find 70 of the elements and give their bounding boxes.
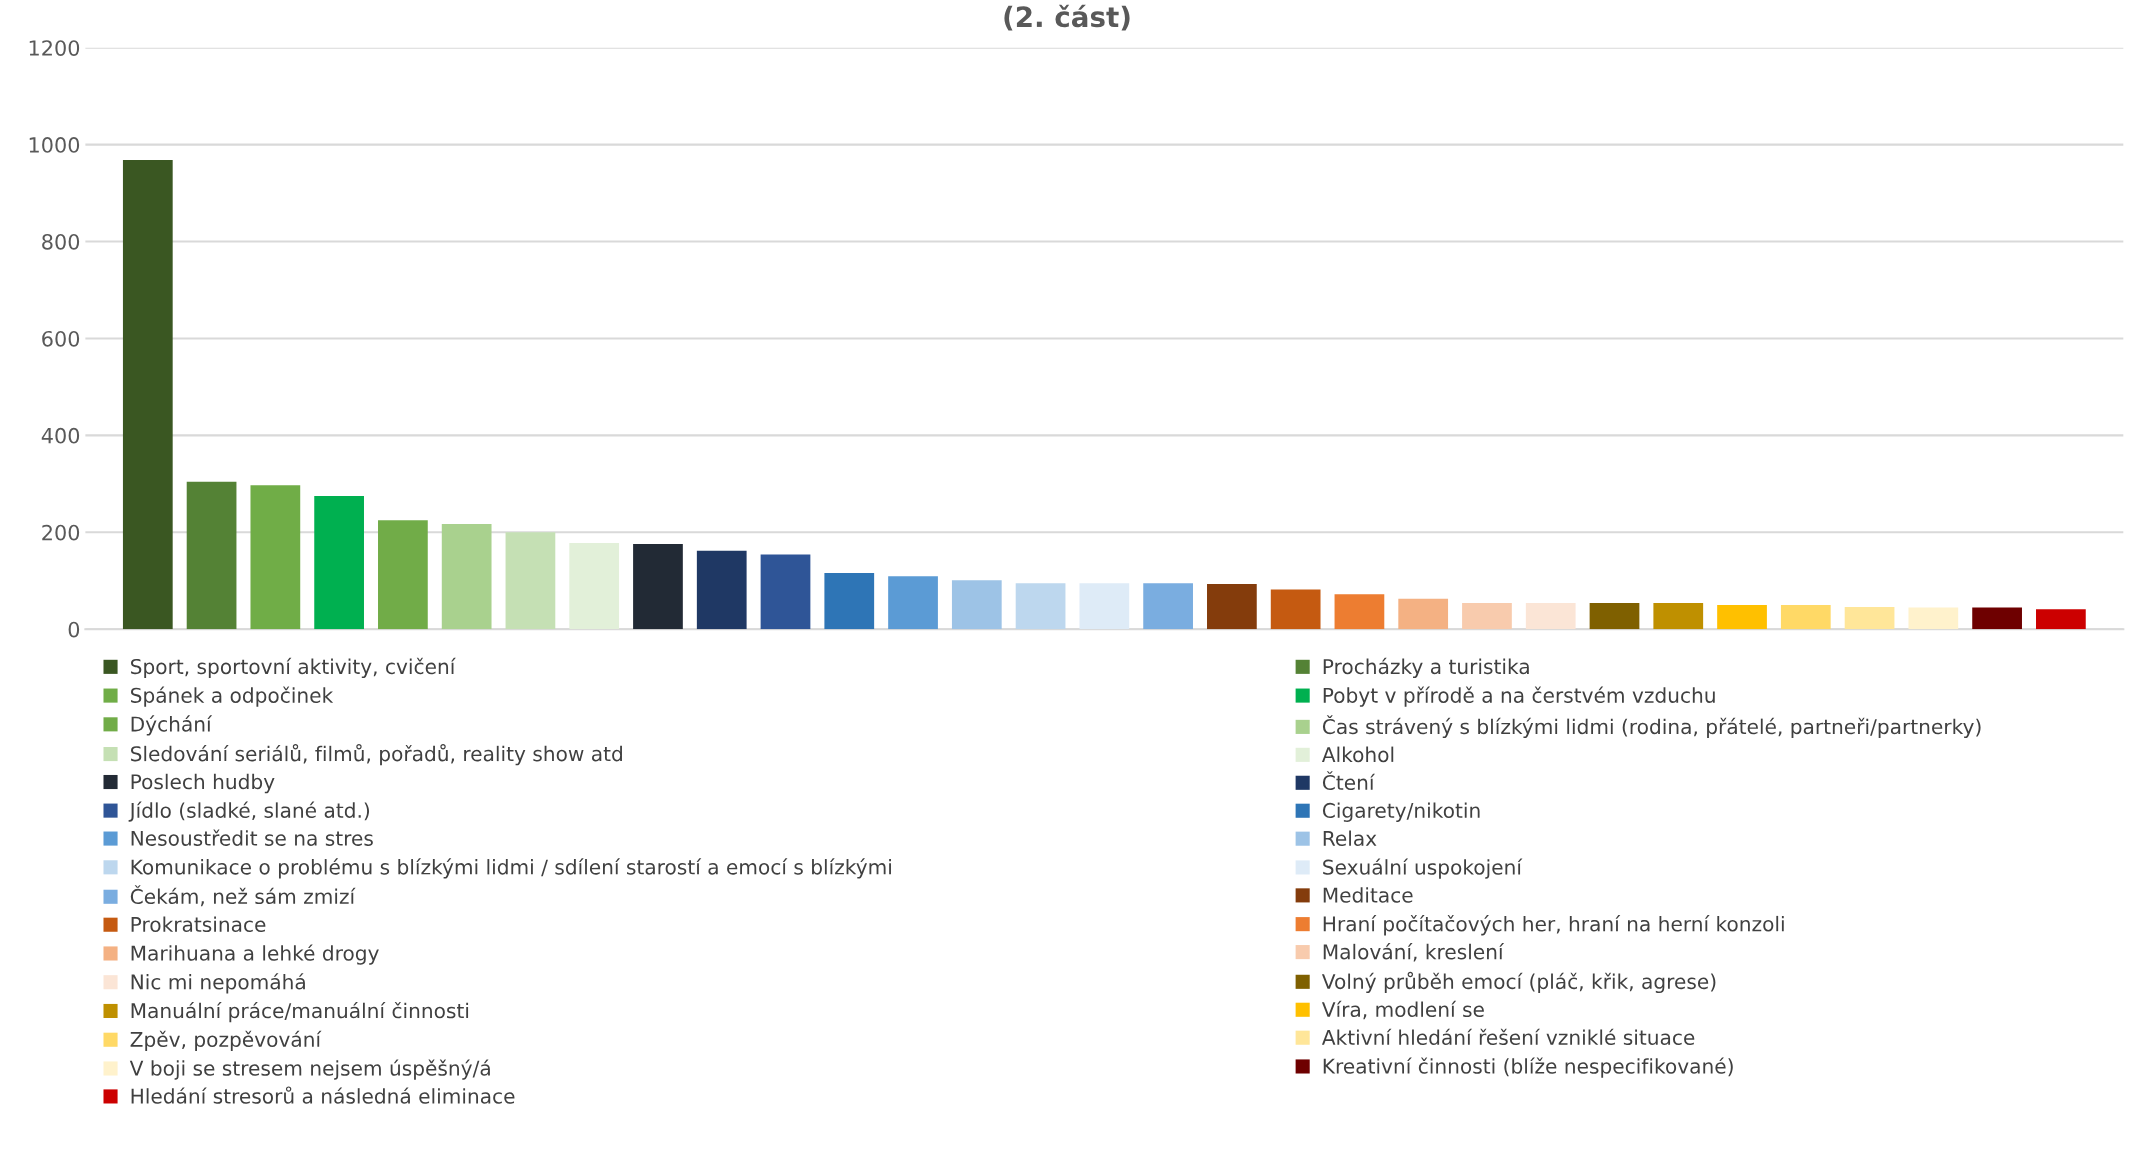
legend-label: Čekám, než sám zmizí	[130, 885, 356, 907]
legend-label: Jídlo (sladké, slané atd.)	[128, 801, 370, 822]
legend-label: Malování, kreslení	[1323, 943, 1505, 962]
bar	[1908, 607, 1959, 630]
bar	[1589, 603, 1640, 630]
bar	[824, 572, 875, 630]
y-tick-label: 400	[41, 427, 80, 444]
legend-label: Poslech hudby	[131, 773, 275, 794]
bar	[1780, 604, 1831, 630]
y-tick-label: 600	[42, 330, 80, 347]
bar	[1143, 583, 1193, 630]
bar	[1653, 603, 1704, 630]
legend-label: Alkohol	[1321, 746, 1394, 763]
bar	[122, 160, 173, 630]
y-tick-label: 200	[42, 524, 80, 541]
legend-label: Procházky a turistika	[1323, 657, 1529, 679]
bar	[760, 554, 811, 630]
chart-title: (2. část)	[1004, 4, 1130, 31]
bar	[314, 495, 364, 630]
y-tick-label: 1200	[29, 40, 80, 56]
bar	[441, 524, 492, 630]
bar	[633, 543, 683, 630]
legend-label: Čtení	[1322, 771, 1376, 791]
bar	[1270, 589, 1321, 630]
legend-label: Komunikace o problému s blízkými lidmi / sdílení starostí a emocí s blízkými	[131, 858, 891, 879]
bar	[1972, 607, 2022, 630]
bar	[696, 550, 747, 630]
y-tick-label: 0	[68, 621, 80, 638]
bar	[1015, 583, 1066, 630]
bar	[1717, 604, 1767, 630]
bar	[951, 580, 1002, 630]
legend-label: Prokratsinace	[131, 916, 266, 933]
bar	[378, 520, 428, 630]
bar	[2036, 609, 2086, 630]
legend-label: Cigarety/nikotin	[1322, 802, 1480, 822]
legend-label: V boji se stresem nejsem úspěšný/á	[129, 1059, 490, 1080]
legend-label: Dýchání	[131, 715, 213, 736]
bar	[1207, 584, 1257, 630]
legend-label: Sport, sportovní aktivity, cvičení	[130, 657, 456, 679]
legend-label: Kreativní činnosti (blíže nespecifikované)	[1323, 1057, 1733, 1078]
y-tick-label: 1000	[29, 137, 80, 153]
legend-label: Víra, modlení se	[1321, 1000, 1484, 1020]
legend-label: Meditace	[1323, 887, 1413, 903]
legend-label: Hledání stresorů a následná eliminace	[131, 1086, 515, 1104]
legend-label: Zpěv, pozpěvování	[130, 1030, 322, 1051]
bar	[1079, 583, 1130, 630]
legend-label: Nic mi nepomáhá	[131, 973, 305, 994]
bar	[888, 576, 938, 630]
y-tick-label: 800	[42, 233, 80, 250]
legend-label: Manuální práce/manuální činnosti	[131, 1001, 469, 1023]
bar	[250, 485, 301, 630]
legend-label: Sledování seriálů, filmů, pořadů, reality show atd	[130, 744, 622, 766]
legend-label: Hraní počítačových her, hraní na herní konzoli	[1323, 915, 1784, 936]
legend-label: Sexuální uspokojení	[1323, 858, 1523, 879]
bar	[1334, 594, 1385, 630]
bar	[1398, 598, 1449, 630]
legend-label: Spánek a odpočinek	[130, 686, 334, 707]
bar	[505, 532, 556, 630]
bar	[569, 542, 620, 630]
bar	[186, 481, 237, 630]
legend-label: Pobyt v přírodě a na čerstvém vzduchu	[1323, 686, 1715, 707]
bar	[1844, 606, 1895, 630]
bar	[1462, 603, 1512, 630]
legend-label: Aktivní hledání řešení vzniklé situace	[1321, 1028, 1695, 1046]
legend-label: Volný průběh emocí (pláč, křik, agrese)	[1321, 971, 1716, 994]
legend-label: Relax	[1323, 830, 1377, 847]
bar	[1525, 603, 1576, 630]
legend-label: Nesoustředit se na stres	[131, 829, 373, 846]
legend-label: Marihuana a lehké drogy	[131, 944, 379, 965]
legend-label: Čas strávený s blízkými lidmi (rodina, přátelé, partneři/partnerky)	[1322, 715, 1981, 739]
